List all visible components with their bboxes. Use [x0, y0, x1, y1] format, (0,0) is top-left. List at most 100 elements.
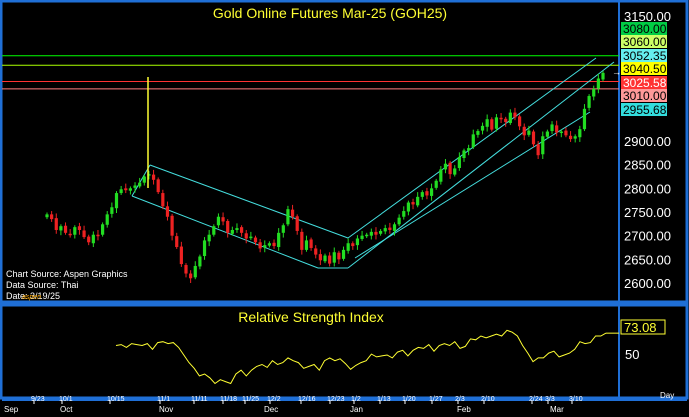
candle-body	[77, 226, 82, 230]
level-label-3080.00: 3080.00	[623, 22, 667, 36]
candle-body	[383, 228, 387, 232]
candle-body	[207, 234, 211, 242]
candle-body	[573, 136, 577, 139]
candle-body	[504, 118, 508, 123]
candlestick-series: →	[45, 67, 621, 283]
y-tick-label: 3150.00	[624, 9, 671, 24]
date-x-axis: 9/23 10/1 10/15 11/1 11/11 11/18 11/25 12/2 12/1…	[2, 396, 687, 414]
interval-label: Day	[660, 391, 674, 400]
candle-body	[360, 235, 364, 239]
candle-body	[156, 179, 160, 193]
x-day-label: 12/16	[298, 396, 316, 403]
candle-body	[508, 112, 512, 124]
candle-body	[119, 189, 123, 194]
rsi-current-label: 73.08	[624, 320, 657, 335]
candle-body	[457, 157, 461, 168]
candle-body	[369, 231, 373, 236]
candle-body	[568, 135, 573, 140]
x-month-label: Nov	[159, 405, 173, 414]
candle-body	[471, 134, 475, 148]
candle-body	[267, 243, 271, 246]
candle-body	[429, 188, 434, 196]
x-day-label: 3/3	[545, 396, 555, 403]
candle-body	[124, 188, 128, 191]
candle-body	[374, 231, 378, 235]
candle-body	[304, 240, 309, 250]
candle-body	[295, 216, 299, 231]
candle-body	[277, 232, 281, 248]
candle-body	[170, 215, 174, 236]
candle-body	[230, 229, 234, 234]
candle-body	[138, 182, 142, 187]
candle-body	[54, 218, 58, 230]
candle-body	[513, 112, 517, 118]
source-line-2: Data Source: Thai	[6, 280, 78, 290]
candle-body	[221, 217, 225, 222]
x-day-label: 1/20	[402, 396, 416, 403]
candle-body	[601, 72, 605, 80]
chart-title: Gold Online Futures Mar-25 (GOH25)	[213, 5, 447, 21]
candle-body	[550, 124, 554, 132]
candle-body	[105, 214, 109, 225]
level-label-3025.58: 3025.58	[623, 76, 667, 90]
x-day-label: 11/1	[157, 396, 170, 403]
candle-body	[402, 211, 406, 217]
candle-body	[411, 202, 415, 205]
x-day-label: 11/18	[220, 396, 237, 403]
candle-body	[346, 243, 350, 251]
candle-body	[318, 254, 322, 261]
candle-body	[559, 131, 563, 134]
y-tick-label: 2700.00	[624, 229, 671, 244]
candle-body	[578, 129, 582, 138]
candle-body	[179, 246, 183, 265]
candle-body	[128, 188, 132, 191]
candle-body	[485, 119, 489, 127]
candle-body	[388, 227, 392, 230]
aspen-watermark: aspen	[22, 294, 41, 301]
candle-body	[355, 238, 360, 246]
level-label-3040.50: 3040.50	[623, 62, 667, 76]
candle-body	[290, 209, 295, 217]
candle-body	[101, 224, 105, 235]
candle-body	[193, 265, 197, 278]
rsi-current-box	[620, 319, 666, 335]
price-y-axis: 2600.00 2650.00 2700.00 2750.00 2800.00 2850.…	[624, 9, 671, 291]
candle-body	[91, 234, 95, 244]
candle-body	[300, 231, 304, 250]
candle-body	[63, 225, 68, 233]
candle-body	[151, 174, 156, 180]
candle-body	[240, 227, 244, 233]
x-day-label: 11/11	[191, 396, 208, 403]
x-day-label: 9/23	[31, 396, 45, 403]
candle-body	[448, 162, 452, 175]
y-tick-label: 2900.00	[624, 134, 671, 149]
x-day-label: 12/23	[327, 396, 345, 403]
candle-body	[133, 185, 137, 188]
source-line-3: Date: 3/19/25	[6, 291, 60, 301]
candle-body	[531, 131, 536, 145]
x-month-label: Sep	[4, 405, 19, 414]
candle-body	[142, 176, 146, 183]
candle-body	[216, 216, 221, 226]
x-month-label: Feb	[457, 405, 471, 414]
candle-body	[420, 192, 424, 197]
candle-body	[147, 174, 151, 176]
y-tick-label: 2850.00	[624, 158, 671, 173]
candle-body	[286, 209, 290, 225]
level-label-3060.00: 3060.00	[623, 35, 667, 49]
x-month-label: Jan	[350, 405, 363, 414]
candle-body	[341, 249, 346, 259]
x-day-label: 12/2	[267, 396, 281, 403]
candle-body	[165, 206, 170, 217]
x-day-label: 3/10	[569, 396, 583, 403]
candle-body	[397, 217, 401, 225]
channel-line	[347, 61, 615, 269]
candle-body	[494, 117, 499, 129]
candle-body	[45, 214, 49, 218]
candle-body	[309, 239, 313, 248]
candle-body	[314, 248, 318, 255]
level-label-2955.68: 2955.68	[623, 103, 667, 117]
candle-body	[439, 169, 443, 182]
